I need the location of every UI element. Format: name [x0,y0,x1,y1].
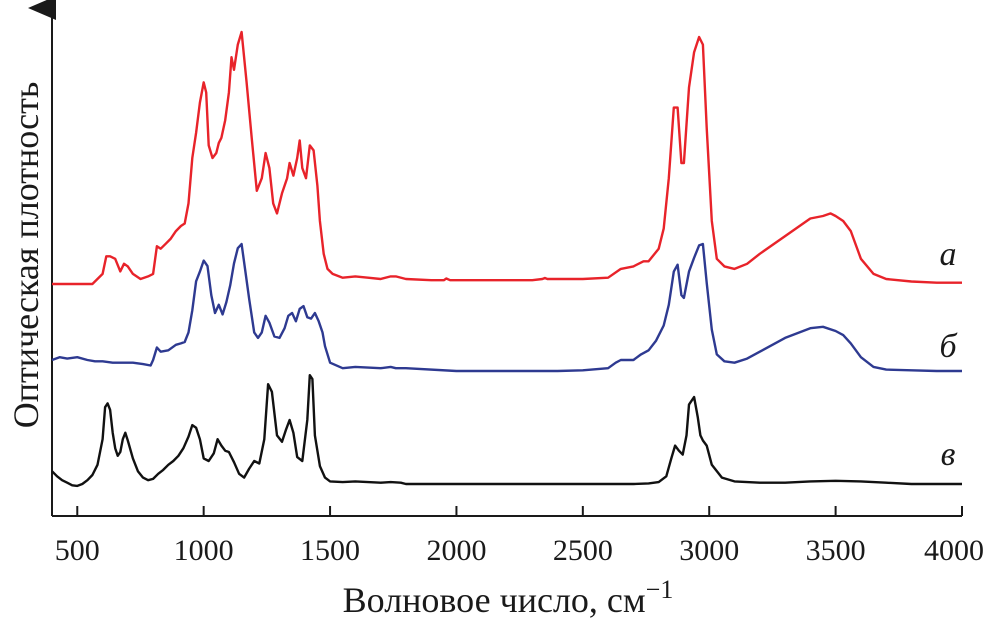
spectrum-line-3 [51,374,962,488]
spectrum-line-1 [52,30,962,286]
spectra-series [51,30,962,488]
spectrum-line-2 [51,242,962,373]
series-label-1: а [940,236,957,273]
x-axis-title-text: Волновое число, см [343,580,646,620]
x-tick-label: 2500 [553,534,613,567]
y-axis-title: Оптическая плотность [6,82,46,428]
axes [28,0,962,517]
x-tick-label: 3500 [806,534,866,567]
x-tick-label: 1500 [300,534,360,567]
x-tick-label: 3000 [679,534,739,567]
x-axis-title-superscript: −1 [646,575,674,604]
x-axis-title: Волновое число, см−1 [343,575,674,620]
series-labels: а б в [939,236,958,473]
series-label-2: б [939,328,958,365]
x-tick-label: 4000 [924,534,984,567]
x-tick-label: 1000 [174,534,234,567]
x-axis-ticks: 500 1000 1500 2000 2500 3000 3500 4000 [55,506,984,567]
series-label-3: в [941,436,956,473]
x-tick-label: 500 [55,534,100,567]
x-tick-label: 2000 [426,534,486,567]
